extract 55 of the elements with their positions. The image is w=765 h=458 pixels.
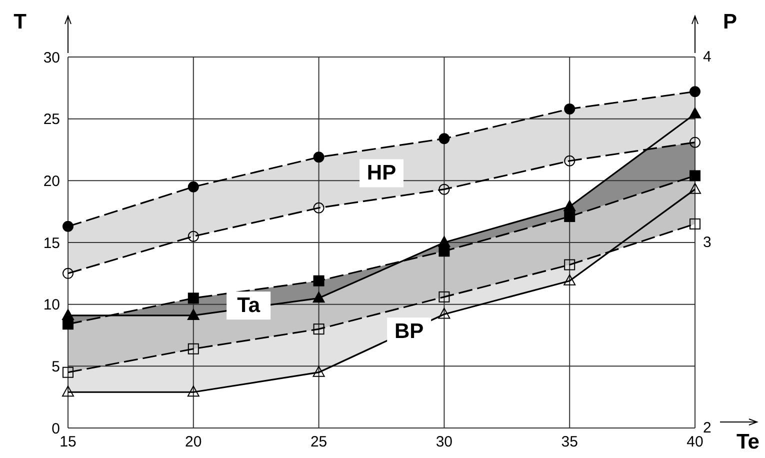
point <box>564 155 576 166</box>
point <box>187 386 200 397</box>
point <box>62 220 74 232</box>
point <box>689 107 701 118</box>
point <box>187 308 200 320</box>
point <box>690 86 700 98</box>
point <box>564 274 576 286</box>
point <box>312 366 325 377</box>
x-tick-label: 40 <box>686 434 704 451</box>
y-tick-label: 5 <box>52 358 60 376</box>
point <box>188 230 199 242</box>
y-axis-title: T <box>14 10 27 34</box>
point <box>690 170 700 182</box>
point <box>689 182 701 194</box>
point <box>313 202 324 214</box>
y2-tick-label: 4 <box>703 48 712 66</box>
y-tick-label: 20 <box>43 172 60 190</box>
point <box>564 200 576 212</box>
x-axis-title: Te <box>736 430 760 454</box>
y-tick-label: 30 <box>43 49 60 66</box>
point <box>438 236 450 247</box>
point <box>438 184 450 195</box>
point <box>313 152 324 163</box>
y-tick-label: 25 <box>43 111 60 128</box>
point <box>62 308 74 320</box>
point <box>313 275 324 286</box>
point <box>690 136 700 148</box>
y2-tick-label: 3 <box>703 234 712 251</box>
annotation: Ta <box>237 294 260 318</box>
y2-axis-title: P <box>722 10 738 34</box>
y-tick-label: 0 <box>52 420 60 438</box>
point <box>188 343 199 354</box>
x-tick-label: 20 <box>185 434 202 451</box>
y-tick-label: 10 <box>43 296 60 314</box>
point <box>438 291 450 302</box>
y-tick-label: 15 <box>43 234 60 252</box>
point <box>564 211 576 222</box>
point <box>564 259 576 270</box>
point <box>188 181 199 192</box>
point <box>312 292 325 303</box>
annotation: BP <box>394 320 424 344</box>
x-tick-label: 25 <box>310 434 328 451</box>
point <box>62 386 74 397</box>
point <box>313 324 324 335</box>
x-tick-label: 35 <box>561 434 578 451</box>
annotation: HP <box>366 162 396 185</box>
point <box>62 268 74 279</box>
point <box>438 308 450 319</box>
x-tick-label: 30 <box>436 434 453 451</box>
point <box>438 133 450 144</box>
point <box>690 218 700 230</box>
point <box>62 366 74 378</box>
y2-tick-label: 2 <box>703 420 712 436</box>
point <box>188 292 199 304</box>
point <box>564 103 576 114</box>
